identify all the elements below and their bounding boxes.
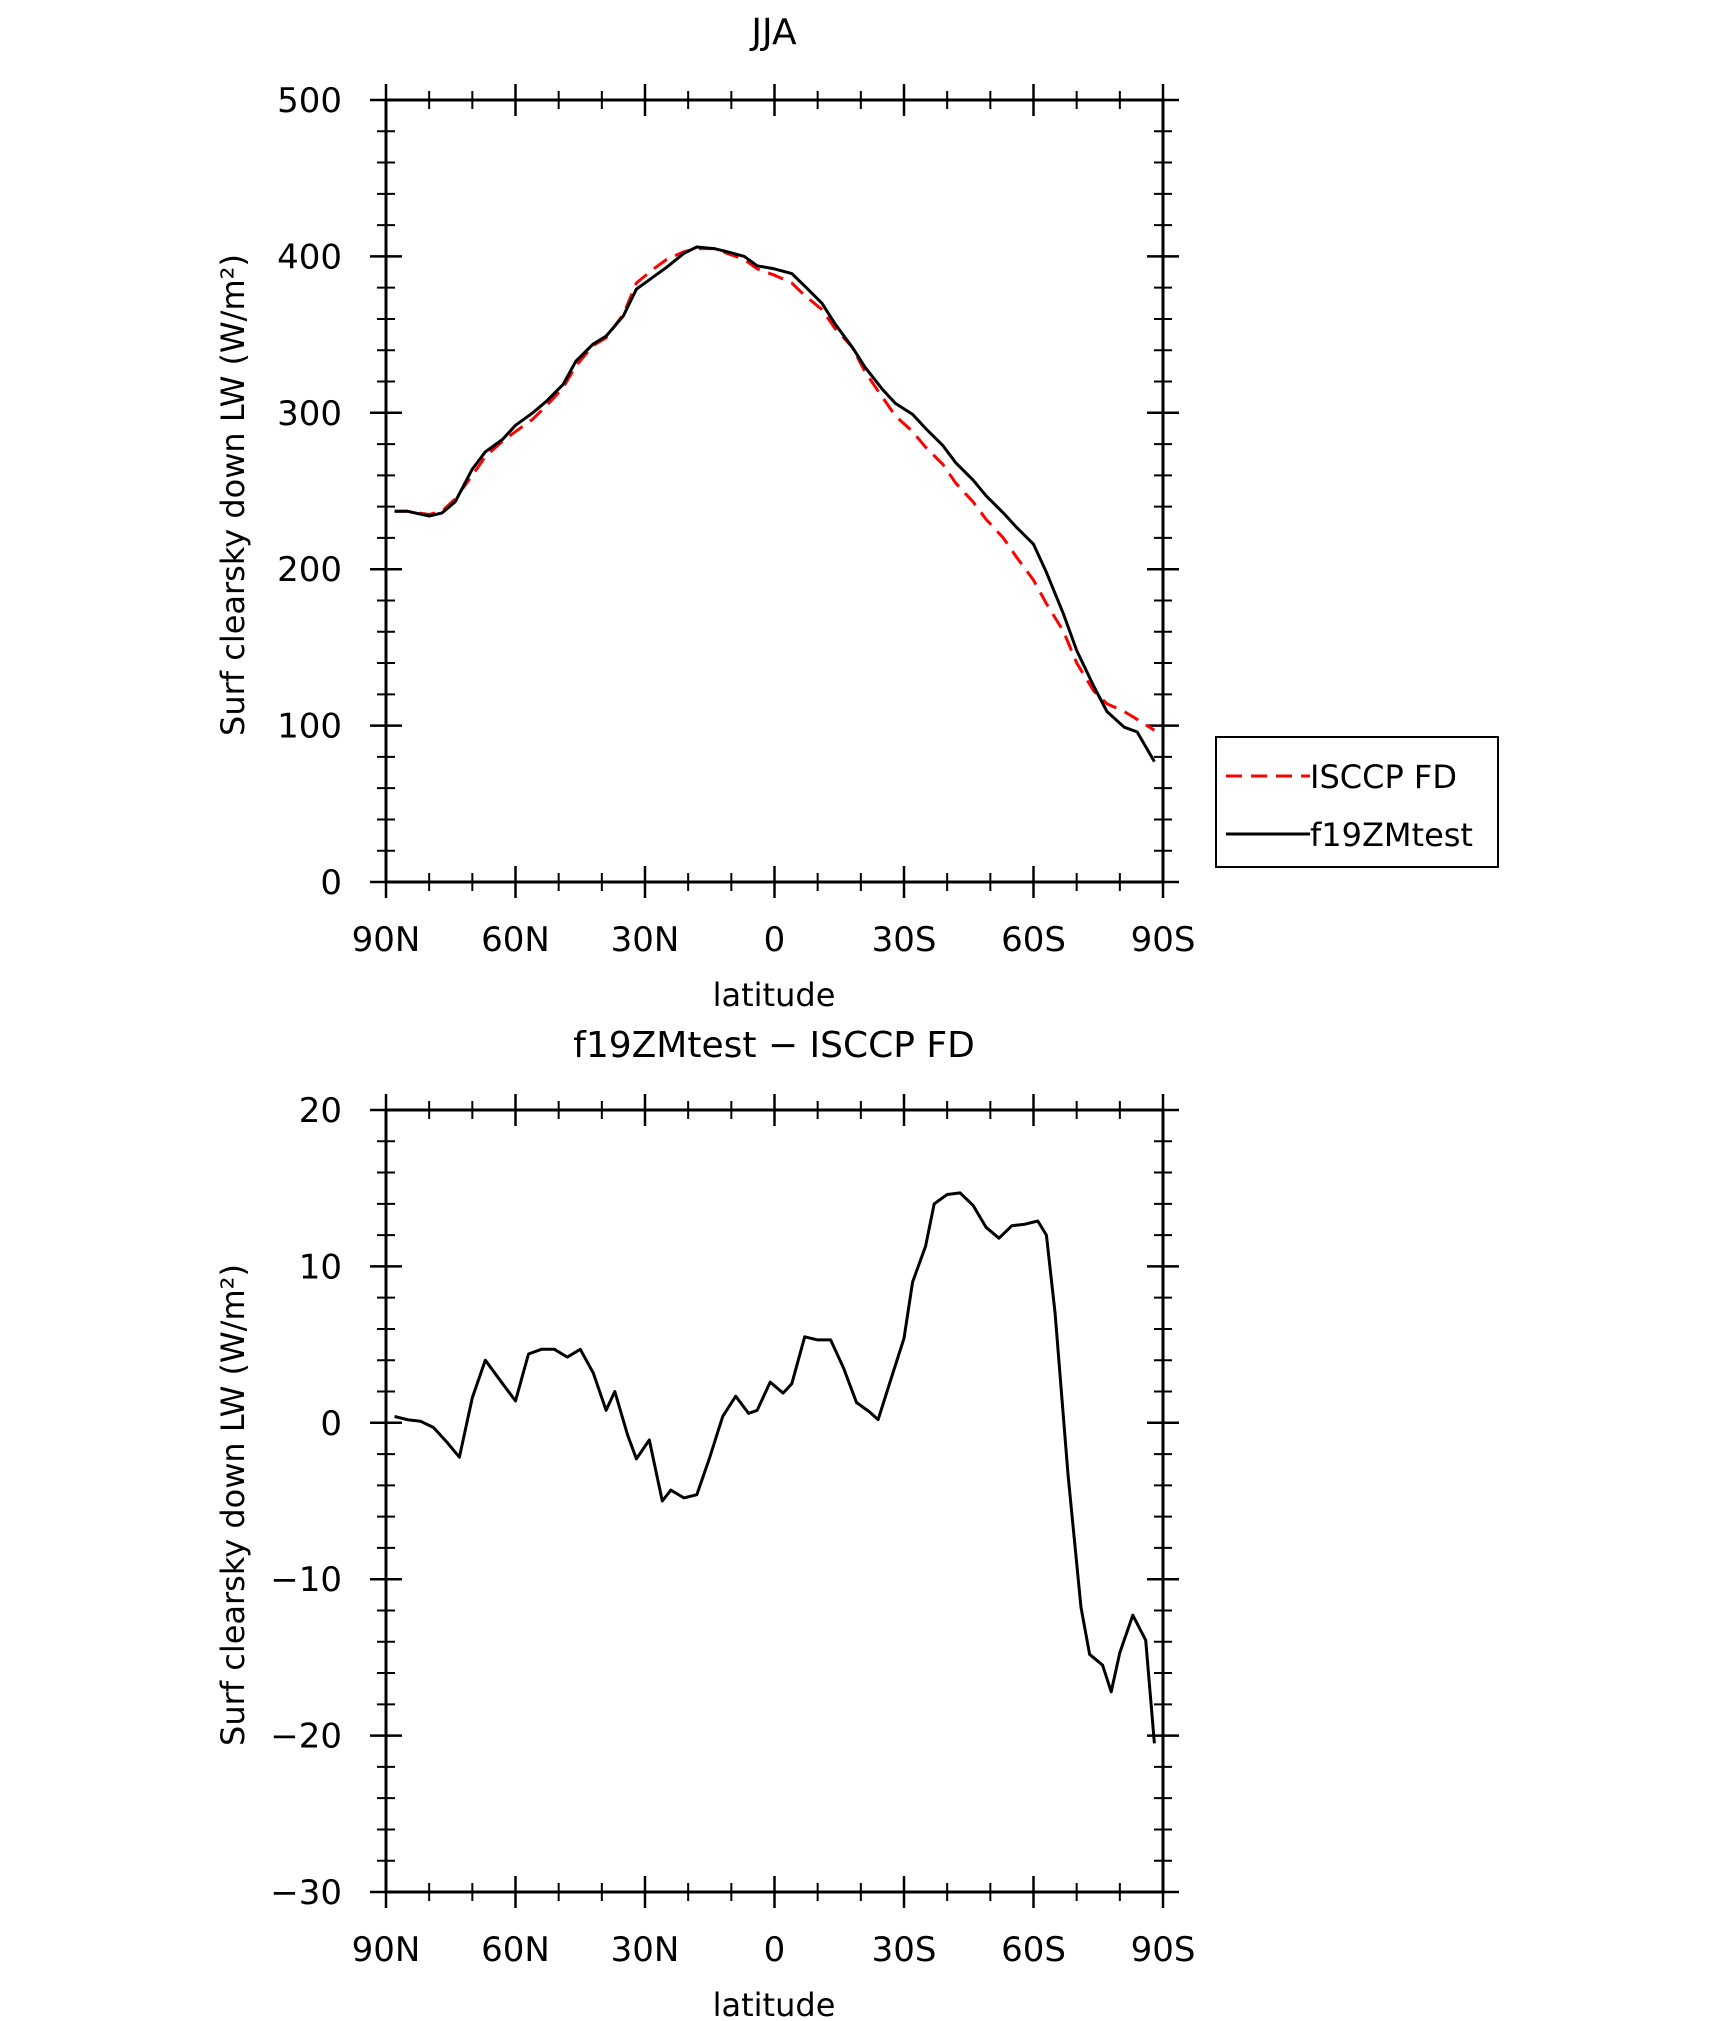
x-tick-label: 30S — [872, 1930, 937, 1970]
x-tick-label: 90N — [352, 1930, 421, 1970]
chart-panel-bottom: f19ZMtest − ISCCP FD latitude Surf clear… — [214, 1025, 1195, 2021]
y-axis-label: Surf clearsky down LW (W/m²) — [214, 254, 252, 736]
x-tick-label: 30N — [611, 920, 680, 960]
x-tick-label: 90S — [1131, 1930, 1196, 1970]
axes: 0 100 200 300 400 500 90N 60N 30N 0 30S 60S 90S — [277, 81, 1195, 960]
y-tick-label: 400 — [277, 237, 342, 277]
x-axis-label: latitude — [713, 1986, 836, 2021]
y-tick-label: 10 — [299, 1247, 342, 1287]
legend: ISCCP FD f19ZMtest — [1215, 736, 1499, 868]
x-tick-label: 60N — [481, 1930, 550, 1970]
x-tick-label: 60S — [1001, 920, 1066, 960]
x-tick-label: 0 — [764, 1930, 786, 1970]
x-tick-label: 90N — [352, 920, 421, 960]
plot-frame — [384, 1108, 1165, 1894]
series-line-isccp-fd — [394, 247, 1156, 732]
x-tick-label: 30S — [872, 920, 937, 960]
series-lines — [394, 1191, 1156, 1744]
y-tick-label: 100 — [277, 707, 342, 747]
y-tick-label: −30 — [270, 1873, 342, 1913]
x-tick-label: 60N — [481, 920, 550, 960]
y-tick-label: 500 — [277, 81, 342, 121]
chart-title: JJA — [749, 12, 797, 53]
x-tick-label: 90S — [1131, 920, 1196, 960]
y-tick-label: 200 — [277, 550, 342, 590]
y-tick-label: 20 — [299, 1091, 342, 1131]
x-tick-label: 0 — [764, 920, 786, 960]
series-line-difference — [394, 1191, 1156, 1744]
chart-title: f19ZMtest − ISCCP FD — [573, 1025, 975, 1066]
y-tick-label: 0 — [320, 1404, 342, 1444]
series-lines — [394, 245, 1156, 763]
x-tick-label: 30N — [611, 1930, 680, 1970]
y-tick-label: −10 — [270, 1560, 342, 1600]
legend-label-isccp: ISCCP FD — [1310, 758, 1457, 796]
series-line-f19zmtest — [394, 245, 1156, 763]
plot-frame — [384, 98, 1165, 884]
x-tick-label: 60S — [1001, 1930, 1066, 1970]
y-tick-label: 0 — [320, 863, 342, 903]
legend-label-model: f19ZMtest — [1310, 816, 1473, 854]
y-axis-label: Surf clearsky down LW (W/m²) — [214, 1264, 252, 1746]
y-tick-label: 300 — [277, 394, 342, 434]
y-tick-label: −20 — [270, 1717, 342, 1757]
chart-panel-top: JJA latitude Surf clearsky down LW (W/m²… — [214, 12, 1195, 1014]
x-axis-label: latitude — [713, 976, 836, 1014]
legend-box — [1215, 736, 1499, 868]
axes: −30 −20 −10 0 10 20 90N 60N 30N 0 30S 60S 90S — [270, 1091, 1195, 1970]
